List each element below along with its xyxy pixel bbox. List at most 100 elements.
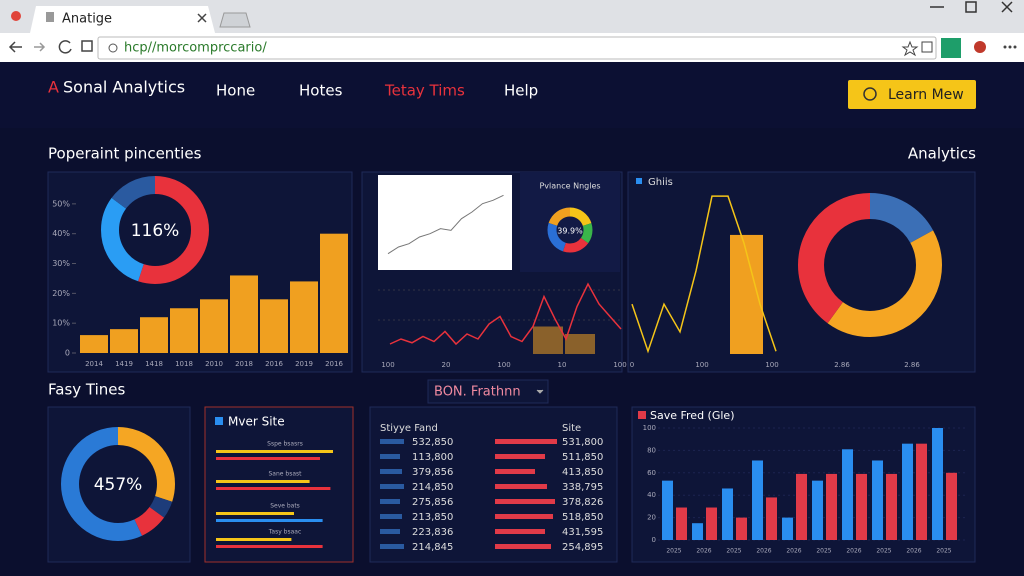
cell: 214,850 [412, 482, 453, 493]
table-header: Site [562, 423, 581, 434]
nav-link[interactable]: Tetay Tims [384, 82, 465, 100]
cell: 338,795 [562, 482, 603, 493]
bar [872, 460, 883, 540]
nav-link[interactable]: Hotes [299, 82, 343, 100]
y-tick-label: 10% [52, 319, 70, 328]
bar [662, 480, 673, 540]
donut-segment [798, 193, 942, 337]
x-tick-label: 2026 [756, 548, 771, 555]
bar [380, 484, 404, 489]
extension[interactable] [921, 41, 933, 53]
line [389, 282, 622, 346]
x-tick-label: 2026 [846, 548, 861, 555]
x-tick-label: 100 [381, 361, 394, 369]
bookmark[interactable] [901, 40, 919, 57]
tab[interactable] [30, 6, 215, 33]
inset-line [387, 194, 504, 255]
tab-title: Anatige [62, 12, 112, 27]
x-tick-label: 2.86 [834, 361, 850, 369]
bar [826, 473, 837, 540]
bar [495, 499, 555, 504]
url: hcp//morcomprccario/ [124, 41, 267, 56]
close-window[interactable] [1001, 1, 1013, 13]
bar [380, 439, 404, 444]
line [631, 195, 777, 354]
panel [369, 406, 618, 563]
bar [932, 428, 943, 540]
y-tick-label: 0 [65, 349, 70, 358]
donut-segment [547, 207, 593, 253]
bar [495, 469, 535, 474]
x-tick-label: 2025 [666, 548, 681, 555]
brand: Sonal Analytics [63, 78, 185, 97]
dropdown-label[interactable]: BON. Frathnn [434, 385, 521, 400]
y-tick-label: 80 [647, 446, 656, 454]
x-tick-label: 2019 [295, 360, 313, 368]
forward[interactable] [34, 42, 46, 52]
bar [736, 517, 747, 540]
mini-panel [520, 172, 620, 272]
bar [140, 317, 168, 353]
x-tick-label: 2016 [265, 360, 283, 368]
bar [533, 326, 563, 354]
bar [842, 449, 853, 540]
panel-title: Save Fred (Gle) [650, 409, 734, 422]
bar-label: Tasy bsaac [268, 529, 302, 536]
nav-link[interactable]: Help [504, 82, 538, 100]
donut-segment [547, 207, 593, 253]
cta-button[interactable] [848, 80, 976, 109]
maximize[interactable] [965, 1, 977, 13]
panel [204, 406, 354, 563]
y-tick-label: 20% [52, 289, 70, 298]
new-tab[interactable] [219, 12, 251, 28]
bar [380, 454, 400, 459]
bar [692, 523, 703, 540]
x-tick-label: 2026 [696, 548, 711, 555]
x-tick-label: 2014 [85, 360, 103, 368]
bar [886, 473, 897, 540]
cell: 275,856 [412, 497, 453, 508]
bar-label: Seve bats [270, 503, 300, 510]
cta-label[interactable]: Learn Mew [888, 87, 964, 103]
bar [380, 544, 404, 549]
url-box[interactable] [97, 36, 937, 60]
x-tick-label: 2018 [235, 360, 253, 368]
home[interactable] [81, 40, 93, 52]
bar [722, 488, 733, 540]
bar [260, 299, 288, 353]
y-tick-label: 40 [647, 491, 656, 499]
x-tick-label: 2016 [325, 360, 343, 368]
donut-segment [798, 193, 942, 337]
extension-red[interactable] [974, 41, 986, 53]
inset-chart [378, 175, 512, 270]
extension-green[interactable] [941, 38, 961, 58]
cell: 531,800 [562, 437, 603, 448]
mini-title: Pvlance Nngles [539, 182, 600, 191]
dropdown[interactable] [427, 379, 549, 404]
tab-close[interactable] [197, 13, 207, 23]
back[interactable] [8, 41, 22, 53]
donut-segment [101, 176, 209, 284]
bar [495, 544, 551, 549]
donut-segment [61, 427, 175, 541]
bar [170, 308, 198, 353]
x-tick-label: 100 [613, 361, 626, 369]
bar [216, 519, 323, 522]
bar [752, 460, 763, 540]
bar [290, 281, 318, 353]
bar [495, 454, 545, 459]
cell: 254,895 [562, 542, 603, 553]
cell: 379,856 [412, 467, 453, 478]
bar-label: Sspe bsasrs [267, 441, 303, 448]
cell: 214,845 [412, 542, 453, 553]
x-tick-label: 2025 [726, 548, 741, 555]
bar [216, 545, 323, 548]
bar [380, 529, 400, 534]
y-tick-label: 20 [647, 514, 656, 522]
donut-segment [547, 207, 593, 253]
x-tick-label: 100 [695, 361, 708, 369]
nav-link[interactable]: Hone [216, 82, 255, 100]
reload[interactable] [58, 40, 72, 54]
x-tick-label: 2025 [936, 548, 951, 555]
donut-segment [101, 176, 209, 284]
